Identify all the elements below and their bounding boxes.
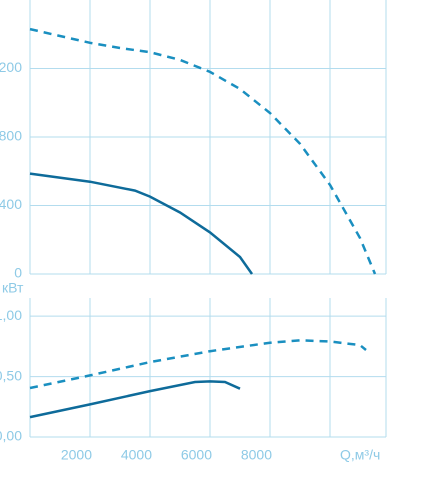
y-tick-label: 800 [0, 128, 22, 144]
line [29, 339, 367, 390]
line [29, 380, 241, 419]
y-tick-label: 1200 [0, 59, 22, 75]
y-tick-label: 400 [0, 196, 22, 212]
y-tick-label: 0 [14, 265, 22, 281]
x-tick-label: 2000 [61, 447, 92, 463]
y-tick-label: 0,00 [0, 428, 22, 444]
x-tick-label: 4000 [121, 447, 152, 463]
line [29, 27, 377, 275]
line [29, 172, 254, 275]
y-axis-label: кВт [2, 280, 24, 296]
x-tick-label: 6000 [181, 447, 212, 463]
x-axis-label: Q,м³/ч [340, 447, 380, 463]
y-tick-label: 0,50 [0, 367, 22, 383]
x-tick-label: 8000 [241, 447, 272, 463]
y-tick-label: 1,00 [0, 307, 22, 323]
